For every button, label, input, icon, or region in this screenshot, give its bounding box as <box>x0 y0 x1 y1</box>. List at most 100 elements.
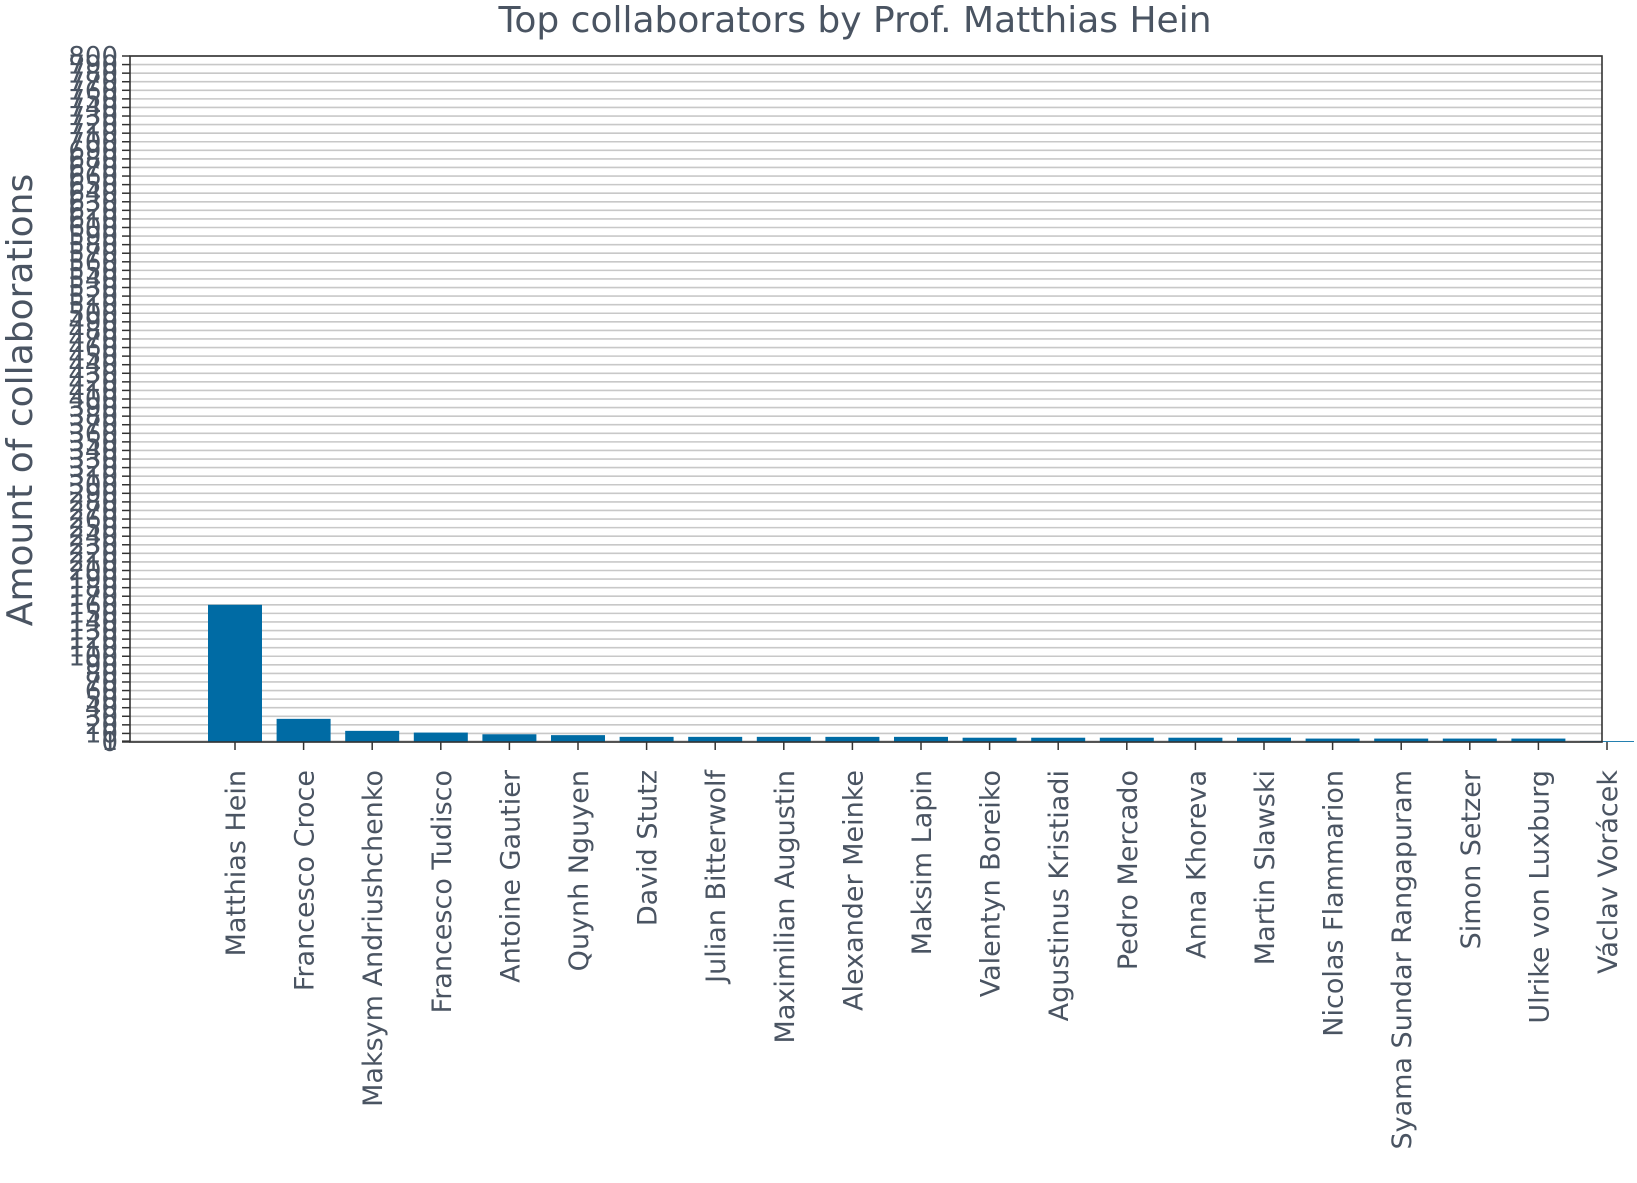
y-tick-label: 260 <box>68 505 118 535</box>
y-tick-label: 70 <box>85 668 118 698</box>
y-tick-label: 360 <box>68 419 118 449</box>
x-tick-label: Václav Vorácek <box>1593 770 1624 974</box>
bar <box>413 732 468 742</box>
x-tick-label: Antoine Gautier <box>495 769 526 983</box>
y-tick-label: 280 <box>68 488 118 518</box>
y-tick-label: 330 <box>68 445 118 475</box>
y-tick-label: 420 <box>68 368 118 398</box>
y-tick-label: 270 <box>68 496 118 526</box>
y-tick-label: 120 <box>68 625 118 655</box>
gridlines <box>130 55 1602 743</box>
x-tick-label: Alexander Meinke <box>838 770 869 1011</box>
x-tick-label: Francesco Croce <box>290 770 321 991</box>
y-tick-label: 50 <box>85 685 118 715</box>
y-tick-label: 400 <box>68 385 118 415</box>
y-tick-label: 660 <box>68 162 118 192</box>
bar <box>825 736 880 742</box>
x-tick-label: Nicolas Flammarion <box>1319 770 1350 1037</box>
y-tick-label: 490 <box>68 308 118 338</box>
y-tick-label: 460 <box>68 334 118 364</box>
x-tick-label: Anna Khoreva <box>1181 770 1212 959</box>
y-tick-label: 640 <box>68 179 118 209</box>
y-tick-label: 10 <box>85 719 118 749</box>
y-tick-label: 800 <box>68 42 118 72</box>
bar <box>1442 738 1497 742</box>
y-tick-label: 30 <box>85 702 118 732</box>
bar <box>208 604 262 742</box>
bar <box>1237 737 1291 742</box>
bar <box>619 736 674 742</box>
x-tick-label: Quynh Nguyen <box>564 770 595 971</box>
y-tick-label: 250 <box>68 514 118 544</box>
y-tick-label: 380 <box>68 402 118 432</box>
y-tick-label: 700 <box>68 128 118 158</box>
y-tick-label: 710 <box>68 119 118 149</box>
y-tick-label: 550 <box>68 256 118 286</box>
x-tick-label: Ulrike von Luxburg <box>1524 770 1555 1024</box>
y-tick-label: 430 <box>68 359 118 389</box>
y-tick-label: 140 <box>68 608 118 638</box>
y-tick-label: 310 <box>68 462 118 492</box>
x-tick-label: Francesco Tudisco <box>427 770 458 1013</box>
y-tick-label: 200 <box>68 557 118 587</box>
bar <box>551 735 605 742</box>
y-tick-label: 780 <box>68 59 118 89</box>
y-tick-label: 60 <box>85 677 118 707</box>
y-tick-label: 750 <box>68 85 118 115</box>
bar <box>688 736 743 742</box>
x-tick-label: Pedro Mercado <box>1113 770 1144 970</box>
y-tick-label: 480 <box>68 316 118 346</box>
x-tick-label: David Stutz <box>633 770 664 926</box>
y-tick-label: 590 <box>68 222 118 252</box>
y-tick-label: 110 <box>68 634 118 664</box>
bars <box>208 604 1634 742</box>
y-tick-label: 580 <box>68 231 118 261</box>
y-tick-label: 560 <box>68 248 118 278</box>
y-tick-label: 390 <box>68 394 118 424</box>
y-tick-label: 170 <box>68 582 118 612</box>
bar <box>962 737 1017 742</box>
bar <box>894 736 948 742</box>
y-tick-label: 180 <box>68 574 118 604</box>
y-tick-label: 630 <box>68 188 118 218</box>
x-tick-label: Matthias Hein <box>221 770 252 956</box>
y-tick-label: 160 <box>68 591 118 621</box>
y-tick-label: 210 <box>68 548 118 578</box>
y-tick-label: 130 <box>68 617 118 647</box>
y-tick-label: 0 <box>101 728 118 758</box>
y-tick-label: 610 <box>68 205 118 235</box>
y-tick-label: 150 <box>68 599 118 629</box>
bar <box>1511 738 1566 742</box>
y-tick-label: 570 <box>68 239 118 269</box>
y-tick-label: 350 <box>68 428 118 458</box>
y-tick-label: 1 <box>101 727 118 757</box>
x-tick-label: Agustinus Kristiadi <box>1044 770 1075 1021</box>
x-tick-label: Maksim Lapin <box>907 770 938 955</box>
y-tick-label: 300 <box>68 471 118 501</box>
y-tick-label: 470 <box>68 325 118 355</box>
y-tick-label: 790 <box>68 51 118 81</box>
y-tick-label: 230 <box>68 531 118 561</box>
bar <box>1031 737 1086 742</box>
chart-title: Top collaborators by Prof. Matthias Hein <box>497 0 1211 41</box>
y-tick-label: 510 <box>68 291 118 321</box>
y-tick-label: 100 <box>68 642 118 672</box>
y-tick-label: 520 <box>68 282 118 312</box>
y-tick-label: 220 <box>68 539 118 569</box>
y-tick-label: 90 <box>85 651 118 681</box>
y-tick-label: 80 <box>85 659 118 689</box>
y-tick-label: 320 <box>68 454 118 484</box>
y-tick-label: 540 <box>68 265 118 295</box>
bar <box>345 730 400 742</box>
bar <box>276 718 331 742</box>
x-tick-label: Martin Slawski <box>1250 770 1281 965</box>
y-tick-label: 20 <box>85 711 118 741</box>
bar <box>1099 737 1154 742</box>
y-tick-label: 770 <box>68 68 118 98</box>
y-tick-label: 500 <box>68 299 118 329</box>
x-tick-label: Simon Setzer <box>1456 769 1487 949</box>
x-tick-label: Syama Sundar Rangapuram <box>1387 770 1418 1150</box>
bar <box>1580 741 1634 742</box>
x-tick-label: Maksym Andriushchenko <box>358 770 389 1107</box>
y-tick-label: 650 <box>68 171 118 201</box>
